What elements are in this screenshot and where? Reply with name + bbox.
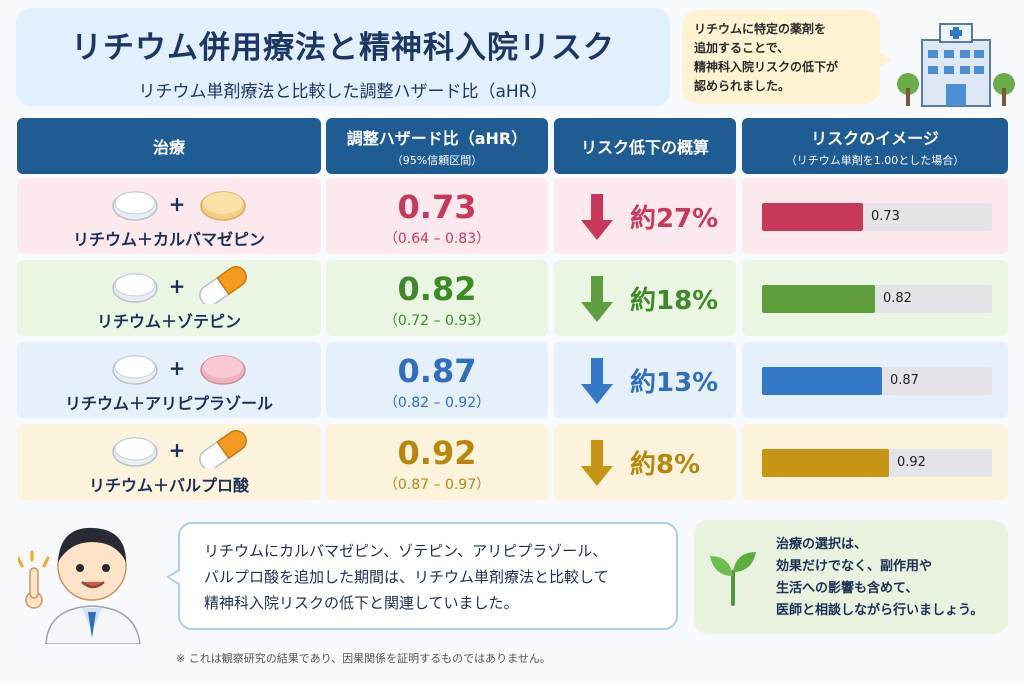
risk-bar-cell: 0.82 (742, 260, 1008, 336)
advice-line: 治療の選択は、 (776, 537, 868, 552)
advice-text: 治療の選択は、 効果だけでなく、副作用や 生活への影響も含めて、 医師と相談しな… (776, 534, 983, 622)
confidence-interval: （0.82 – 0.92） (383, 395, 491, 411)
down-arrow-icon (581, 276, 613, 322)
header-reduction: リスク低下の概算 (554, 118, 736, 174)
bar-track: 0.87 (762, 367, 992, 395)
header-hr-label: 調整ハザード比（aHR） (346, 128, 528, 148)
bar-label: 0.82 (883, 291, 912, 306)
plus-sign: + (169, 192, 186, 216)
header-image-sublabel: （リチウム単剤を1.00とした場合） (785, 153, 965, 167)
bar-label: 0.92 (897, 455, 926, 470)
bar (762, 285, 875, 313)
plus-sign: + (169, 438, 186, 462)
hr-value: 0.87 (397, 352, 477, 390)
down-arrow-icon (581, 358, 613, 404)
bar (762, 367, 882, 395)
reduction-value: 約13% (630, 368, 719, 398)
speech-line: リチウムにカルバマゼピン、ゾテピン、アリピプラゾール、 (204, 542, 608, 560)
treatment-name: リチウム＋アリピプラゾール (64, 394, 273, 413)
hr-cell: 0.87 （0.82 – 0.92） (326, 342, 548, 418)
speech-line: バルプロ酸を追加した期間は、リチウム単剤療法と比較して (204, 568, 609, 586)
treatment-cell: + リチウム＋アリピプラゾール (17, 342, 321, 418)
header-treatment: 治療 (17, 118, 321, 174)
risk-bar-cell: 0.73 (742, 178, 1008, 254)
note-line: 精神科入院リスクの低下が (694, 60, 839, 74)
bar-track: 0.82 (762, 285, 992, 313)
advice-line: 医師と相談しながら行いましょう。 (776, 603, 984, 618)
note-line: 認められました。 (694, 79, 791, 93)
note-line: 追加することで、 (694, 41, 790, 55)
bar-track: 0.73 (762, 203, 992, 231)
down-arrow-icon (581, 440, 613, 486)
speech-bubble: リチウムにカルバマゼピン、ゾテピン、アリピプラゾール、 バルプロ酸を追加した期間… (166, 522, 678, 630)
title-panel: リチウム併用療法と精神科入院リスク リチウム単剤療法と比較した調整ハザード比（a… (16, 8, 670, 106)
pill-icons: + (112, 266, 247, 304)
sprout-icon (710, 552, 756, 606)
treatment-name: リチウム＋ゾテピン (96, 312, 241, 331)
header-image-label: リスクのイメージ (811, 128, 939, 148)
header-image: リスクのイメージ （リチウム単剤を1.00とした場合） (742, 118, 1008, 174)
risk-bar-cell: 0.92 (742, 424, 1008, 500)
hr-cell: 0.92 （0.87 – 0.97） (326, 424, 548, 500)
treatment-cell: + リチウム＋ゾテピン (17, 260, 321, 336)
hr-value: 0.73 (397, 188, 477, 226)
reduction-value: 約18% (630, 286, 719, 316)
reduction-value: 約8% (630, 450, 701, 480)
reduction-value: 約27% (630, 204, 719, 234)
summary-note: リチウムに特定の薬剤を 追加することで、 精神科入院リスクの低下が 認められまし… (682, 10, 892, 104)
pill-icons: + (112, 355, 246, 385)
plus-sign: + (169, 274, 186, 298)
reduction-cell: 約13% (554, 342, 736, 418)
page-subtitle: リチウム単剤療法と比較した調整ハザード比（aHR） (138, 82, 548, 102)
advice-line: 生活への影響も含めて、 (776, 581, 919, 596)
treatment-cell: + リチウム＋カルバマゼピン (17, 178, 321, 254)
bar-label: 0.73 (871, 209, 900, 224)
speech-line: 精神科入院リスクの低下と関連していました。 (204, 594, 519, 612)
hospital-icon (897, 23, 1015, 107)
header-reduction-label: リスク低下の概算 (580, 138, 709, 157)
pill-icons: + (112, 191, 246, 221)
hr-value: 0.92 (397, 434, 477, 472)
hr-value: 0.82 (397, 270, 477, 308)
reduction-cell: 約18% (554, 260, 736, 336)
header-treatment-label: 治療 (152, 138, 185, 157)
bar-label: 0.87 (890, 373, 919, 388)
bar (762, 203, 863, 231)
footnote: ※ これは観察研究の結果であり、因果関係を証明するものではありません。 (176, 652, 551, 665)
hr-cell: 0.73 （0.64 – 0.83） (326, 178, 548, 254)
note-line: リチウムに特定の薬剤を (694, 22, 827, 36)
doctor-icon (18, 527, 141, 644)
header-hr-sublabel: （95%信頼区間） (391, 153, 483, 167)
reduction-cell: 約8% (554, 424, 736, 500)
advice-line: 効果だけでなく、副作用や (776, 559, 933, 574)
plus-sign: + (169, 356, 186, 380)
bar-track: 0.92 (762, 449, 992, 477)
confidence-interval: （0.87 – 0.97） (383, 477, 491, 493)
advice-panel: 治療の選択は、 効果だけでなく、副作用や 生活への影響も含めて、 医師と相談しな… (694, 520, 1008, 634)
treatment-name: リチウム＋バルプロ酸 (88, 476, 249, 495)
down-arrow-icon (581, 194, 613, 240)
confidence-interval: （0.64 – 0.83） (383, 231, 491, 247)
bar (762, 449, 889, 477)
header-hr: 調整ハザード比（aHR） （95%信頼区間） (326, 118, 548, 174)
hr-cell: 0.82 （0.72 – 0.93） (326, 260, 548, 336)
page-title: リチウム併用療法と精神科入院リスク (71, 30, 615, 66)
treatment-name: リチウム＋カルバマゼピン (72, 230, 265, 249)
risk-bar-cell: 0.87 (742, 342, 1008, 418)
reduction-cell: 約27% (554, 178, 736, 254)
treatment-cell: + リチウム＋バルプロ酸 (17, 424, 321, 500)
confidence-interval: （0.72 – 0.93） (383, 313, 491, 329)
pill-icons: + (112, 430, 247, 468)
